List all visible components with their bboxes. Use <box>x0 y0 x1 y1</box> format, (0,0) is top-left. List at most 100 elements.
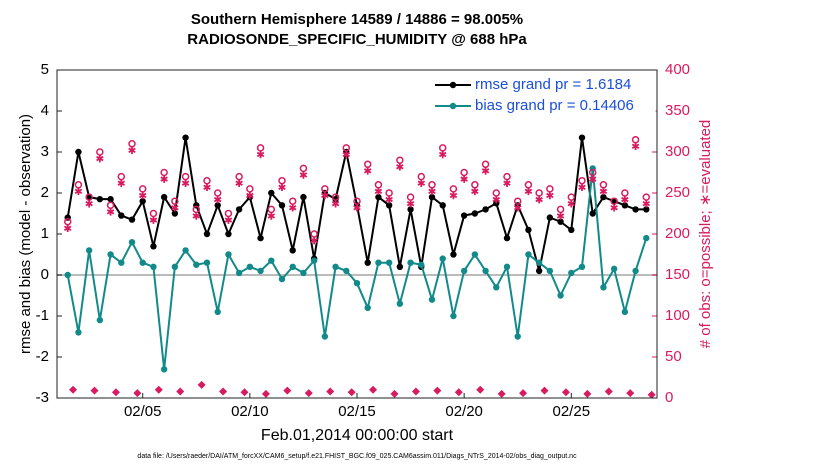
evaluated-marker <box>621 195 629 204</box>
point <box>75 329 82 336</box>
point <box>289 263 296 270</box>
legend-box <box>430 72 656 120</box>
diamond-marker <box>519 389 528 398</box>
evaluated-marker <box>256 150 265 159</box>
diamond-marker <box>369 385 378 394</box>
point <box>96 316 104 324</box>
evaluated-marker <box>106 208 115 216</box>
footnote: data file: /Users/raeder/DAI/ATM_forcXX/… <box>137 453 577 460</box>
point <box>353 280 361 287</box>
diamond-marker <box>347 388 356 397</box>
point <box>85 193 93 201</box>
point <box>418 261 425 268</box>
evaluated-marker <box>278 183 286 192</box>
diamond-marker <box>197 380 206 389</box>
point <box>503 263 511 270</box>
evaluated-marker <box>171 203 179 212</box>
evaluated-marker <box>160 175 168 183</box>
point <box>203 259 211 266</box>
y2-axis-label: # of obs: o=possible; ∗=evaluated <box>697 120 714 349</box>
evaluated-marker <box>213 195 222 204</box>
point <box>310 257 318 264</box>
point <box>439 202 446 209</box>
point <box>171 210 179 217</box>
point <box>139 198 146 205</box>
evaluated-marker <box>363 167 372 175</box>
point <box>568 269 575 277</box>
point <box>278 275 286 283</box>
evaluated-marker <box>471 187 479 196</box>
point <box>535 259 543 266</box>
evaluated-marker <box>567 199 576 208</box>
diamond-marker <box>111 388 120 397</box>
point <box>525 251 532 258</box>
diamond-marker <box>240 388 249 397</box>
point <box>64 271 71 279</box>
diamond-marker <box>583 389 592 398</box>
evaluated-marker <box>321 191 329 200</box>
point <box>182 247 189 254</box>
point <box>193 261 200 268</box>
point <box>375 259 382 266</box>
evaluated-marker <box>631 142 640 151</box>
y-tick-label: -3 <box>36 389 49 406</box>
point <box>107 251 114 258</box>
point <box>139 259 146 266</box>
point <box>450 312 457 320</box>
plot-area <box>63 134 656 399</box>
y2-tick-label: 300 <box>665 143 690 160</box>
point <box>268 189 275 197</box>
point <box>471 251 479 258</box>
diamond-marker <box>90 386 99 395</box>
point <box>75 148 82 156</box>
point <box>246 263 254 270</box>
diamond-marker <box>604 387 613 396</box>
y2-tick-label: 50 <box>665 348 682 365</box>
y2-tick-label: 250 <box>665 184 690 201</box>
evaluated-marker <box>138 191 147 200</box>
point <box>150 263 157 270</box>
diamond-marker <box>561 388 570 397</box>
evaluated-marker <box>149 216 158 224</box>
legend-label: rmse grand pr = 1.6184 <box>475 76 631 93</box>
diamond-marker <box>69 385 78 394</box>
evaluated-marker <box>63 224 72 233</box>
evaluated-marker <box>449 191 458 200</box>
point <box>160 193 168 201</box>
point <box>85 247 93 254</box>
point <box>535 267 543 275</box>
evaluated-marker <box>203 183 211 192</box>
point <box>557 292 564 299</box>
diamond-marker <box>433 386 442 395</box>
y2-tick-label: 150 <box>665 266 690 283</box>
point <box>493 284 500 291</box>
point <box>385 202 393 209</box>
point <box>96 195 104 203</box>
diamond-marker <box>476 385 485 394</box>
evaluated-marker <box>396 162 404 171</box>
point <box>235 269 243 277</box>
y-tick-label: 3 <box>41 143 49 160</box>
evaluated-marker <box>224 216 233 224</box>
diamond-marker <box>176 387 185 396</box>
point <box>407 259 414 266</box>
y2-tick-label: 0 <box>665 389 673 406</box>
point <box>503 234 511 242</box>
point <box>632 206 639 213</box>
y-tick-label: 0 <box>41 266 49 283</box>
point <box>407 206 414 213</box>
evaluated-marker <box>96 154 104 163</box>
diamond-marker <box>326 387 335 396</box>
point <box>321 333 329 340</box>
y-tick-label: 2 <box>41 184 49 201</box>
point <box>396 263 404 270</box>
point <box>225 251 232 258</box>
legend-marker <box>449 102 457 110</box>
point <box>107 195 114 203</box>
point <box>482 206 489 213</box>
evaluated-marker <box>235 179 243 187</box>
point <box>128 239 136 246</box>
point <box>600 193 607 201</box>
point <box>375 193 382 201</box>
